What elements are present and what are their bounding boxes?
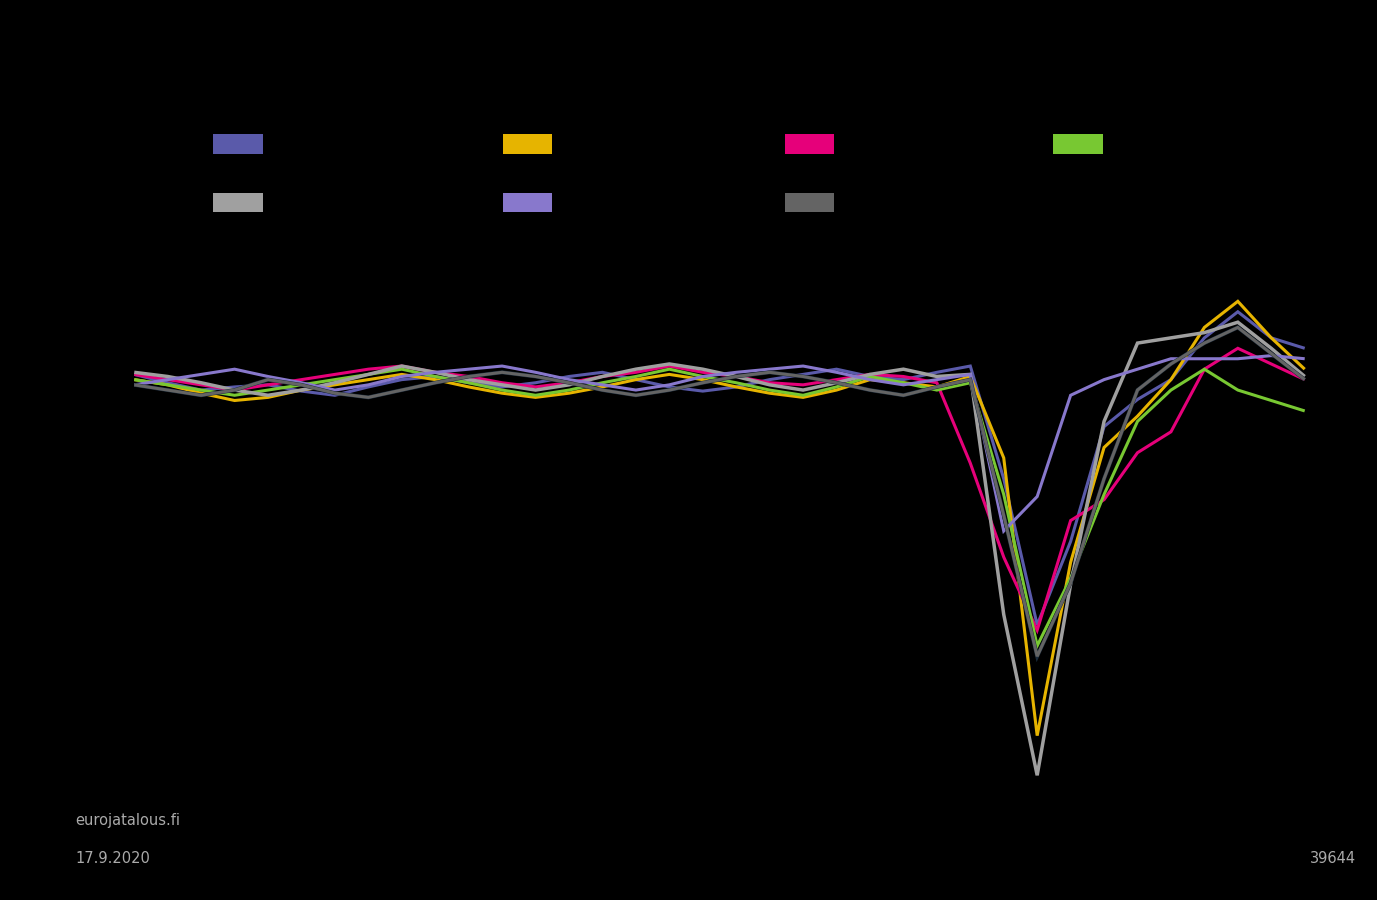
Text: eurojatalous.fi: eurojatalous.fi bbox=[76, 813, 180, 828]
Text: 39644: 39644 bbox=[1311, 850, 1356, 866]
Text: 17.9.2020: 17.9.2020 bbox=[76, 850, 150, 866]
